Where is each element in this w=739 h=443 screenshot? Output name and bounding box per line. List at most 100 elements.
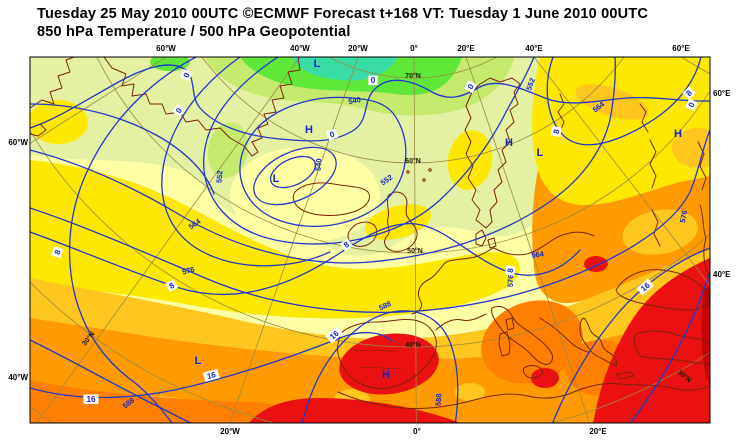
isotherm-label-box	[51, 246, 64, 259]
coastline-iceland	[292, 182, 370, 216]
title-line-2: 850 hPa Temperature / 500 hPa Geopotenti…	[37, 24, 351, 40]
geopotential-contour-label: 540	[313, 158, 323, 171]
isotherm-label-box	[202, 368, 220, 382]
axis-label-top: 60°W	[156, 44, 176, 53]
high-pressure-marker: H	[382, 369, 390, 381]
coastline-iberia	[337, 318, 437, 389]
isotherm-label: 16	[202, 368, 220, 382]
coastline-adriatic	[539, 317, 589, 353]
coastline-sardinia	[498, 331, 511, 357]
axis-label-bottom: 0°	[413, 427, 421, 436]
geopotential-contour-label: 552	[214, 170, 224, 183]
graticule-parallel	[201, 57, 625, 164]
coastline-denmark	[475, 229, 497, 249]
coastline-turkey	[633, 330, 710, 365]
geopotential-contour-label: 552	[524, 77, 537, 92]
axis-labels: 60°W 40°W 20°W 0° 20°E 40°E 60°E 20°W 0° 20°E 60°W…	[8, 44, 731, 436]
graticule-meridian	[36, 57, 301, 423]
geopotential-contour-label: 576	[506, 275, 515, 288]
coastline-shetland	[428, 168, 432, 172]
graticule-meridian	[465, 57, 590, 423]
grid-latitude-label: 70°N	[405, 72, 421, 80]
isotherm-label-box	[180, 68, 193, 82]
coastlines	[30, 57, 710, 409]
isotherm-label: 0	[325, 128, 339, 141]
geopotential-contour-label: 576	[678, 210, 689, 224]
coastline-orkney	[422, 178, 426, 182]
isotherm-label: 8	[682, 86, 696, 100]
coastline-great-britain	[384, 191, 418, 252]
isotherm-label: 16	[83, 394, 99, 404]
geopotential-contour-576	[30, 129, 710, 313]
fill-red-sicily-patch	[531, 368, 559, 388]
axis-label-top: 40°E	[525, 44, 543, 53]
isotherm-label-box	[165, 279, 179, 293]
river-iberia	[349, 349, 403, 369]
fill-teal-core	[292, 57, 398, 81]
isotherm-label-text: 8	[168, 281, 177, 291]
isotherm-label-box	[550, 126, 562, 138]
map-frame-border	[29, 56, 711, 424]
isotherm-label-box	[464, 80, 478, 94]
geopotential-contour-588-east	[629, 271, 710, 423]
geopotential-contour-low-mid	[253, 146, 337, 206]
geopotential-contour-588-west	[30, 339, 192, 423]
high-pressure-marker: H	[505, 137, 513, 149]
axis-label-top: 60°E	[672, 44, 690, 53]
fill-yellow-topleft-patch	[30, 100, 88, 144]
isotherm-label-box	[682, 86, 696, 100]
isotherm-label-text: 0	[174, 106, 184, 115]
coastline-corsica	[505, 317, 515, 331]
fill-orange-east	[532, 170, 710, 304]
geopotential-contour-552	[203, 57, 535, 245]
isotherm-label-text: 8	[684, 88, 694, 98]
isotherm-label-text: 0	[687, 101, 697, 109]
axis-label-top: 20°W	[348, 44, 368, 53]
isotherm-label: 8	[339, 238, 354, 252]
low-pressure-marker: L	[195, 355, 202, 367]
fill-gold-patch-ne1	[575, 84, 649, 120]
isotherm-label-text: 0	[329, 129, 337, 139]
title-line-1: Tuesday 25 May 2010 00UTC ©ECMWF Forecas…	[37, 6, 649, 22]
axis-label-bottom: 20°E	[589, 427, 607, 436]
isotherm-label-text: 8	[53, 248, 63, 256]
graticule-parallel	[30, 129, 710, 348]
isotherm-label-box	[172, 103, 186, 118]
high-pressure-marker: H	[674, 128, 682, 140]
fill-yellow-patch-s2	[455, 383, 485, 401]
graticule-parallel	[328, 57, 498, 79]
isotherm-label-box	[325, 128, 339, 141]
geopotential-contour-label: 564	[531, 249, 545, 260]
isotherm-label-text: 16	[87, 395, 96, 404]
isotherm-label-box	[325, 326, 344, 344]
geopotential-contour-outer-b	[161, 57, 331, 267]
isotherm-label-text: 0	[466, 82, 476, 91]
fill-dark-red-strip	[701, 283, 710, 385]
isotherm-label: 0	[180, 68, 193, 82]
isotherm-label: 0	[685, 98, 698, 112]
fill-red-east	[593, 258, 710, 423]
axis-label-top: 40°W	[290, 44, 310, 53]
coastline-scandinavia	[464, 77, 521, 229]
geopotential-contour-540	[239, 96, 407, 227]
low-pressure-marker: L	[537, 147, 544, 159]
fill-yellow-uk-patch	[364, 204, 432, 240]
isotherm-label-box	[339, 238, 354, 252]
geopotential-contour-label: 588	[433, 393, 443, 406]
grid-latitude-label: 50°N	[407, 247, 423, 255]
isotherm-label-box	[504, 265, 516, 277]
coastline-italy	[491, 305, 553, 365]
fill-deep-orange-southwest	[30, 380, 294, 423]
coastline-greece	[579, 317, 635, 380]
coastline-greenland	[103, 57, 301, 157]
isotherm-label-box	[368, 75, 378, 85]
isotherm-label-box	[685, 98, 698, 112]
axis-label-right: 40°E	[713, 270, 731, 279]
coastline-north-africa	[337, 383, 710, 409]
axis-label-left: 60°W	[8, 138, 28, 147]
axis-label-top: 20°E	[457, 44, 475, 53]
fill-red-africa-west	[249, 398, 461, 423]
coastline-baltic	[493, 231, 595, 256]
fill-lime-tongue	[207, 122, 249, 178]
